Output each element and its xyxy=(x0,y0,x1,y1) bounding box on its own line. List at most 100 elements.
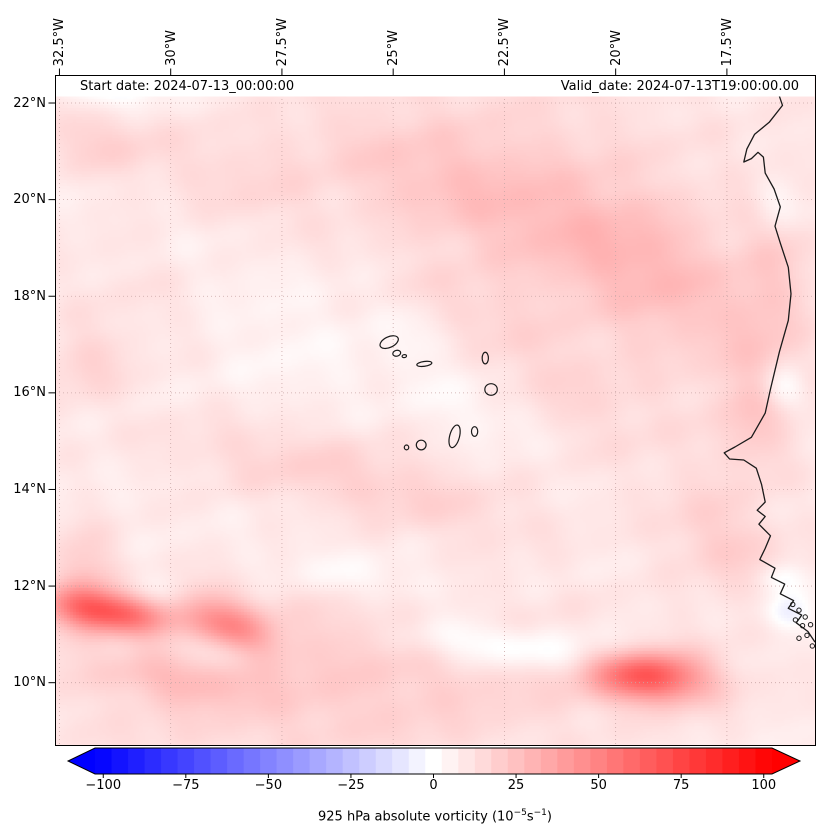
colorbar-segment xyxy=(573,748,591,774)
colorbar-tick-label: 75 xyxy=(672,778,690,793)
colorbar-segment xyxy=(309,748,327,774)
colorbar-tick-label: −25 xyxy=(337,778,365,793)
lon-tick-label: 30°W xyxy=(163,30,179,66)
lon-tick-label: 20°W xyxy=(608,30,624,66)
offshore-islet xyxy=(809,643,816,649)
offshore-islet xyxy=(796,635,802,641)
vorticity-field-map xyxy=(55,75,815,745)
colorbar-segment xyxy=(755,748,773,774)
colorbar-segment xyxy=(722,748,740,774)
colorbar-segment xyxy=(540,748,558,774)
colorbar-right-arrow xyxy=(772,748,800,774)
colorbar-segment xyxy=(128,748,146,774)
colorbar-segment xyxy=(689,748,707,774)
cape-verde-island xyxy=(415,439,427,451)
cape-verde-island xyxy=(416,360,433,368)
cape-verde-island xyxy=(401,354,408,359)
colorbar-segment xyxy=(293,748,311,774)
start-date-label: Start date: 2024-07-13_00:00:00 xyxy=(80,79,295,94)
colorbar-segment xyxy=(260,748,278,774)
cape-verde-island xyxy=(392,349,402,357)
lat-tick-label: 14°N xyxy=(13,481,46,497)
colorbar-segment xyxy=(441,748,459,774)
colorbar-segment xyxy=(375,748,393,774)
colorbar-segment xyxy=(524,748,542,774)
colorbar-segment xyxy=(95,748,113,774)
colorbar-segment xyxy=(227,748,245,774)
colorbar-segment xyxy=(705,748,724,774)
offshore-islet xyxy=(796,607,802,613)
colorbar-segment xyxy=(491,748,509,774)
cape-verde-island xyxy=(379,335,399,350)
colorbar-label-unit: s xyxy=(526,809,534,825)
colorbar-segment xyxy=(194,748,212,774)
lon-tick-label: 17.5°W xyxy=(719,17,735,66)
colorbar-segment xyxy=(606,748,624,774)
colorbar-tick-label: −100 xyxy=(85,778,122,793)
lon-tick-label: 22.5°W xyxy=(497,17,513,66)
colorbar-segment xyxy=(474,748,492,774)
colorbar-label: 925 hPa absolute vorticity (10−5s−1) xyxy=(55,805,815,825)
colorbar-segment xyxy=(144,748,162,774)
cape-verde-island xyxy=(448,424,461,449)
cape-verde-island xyxy=(403,444,410,451)
colorbar-segment xyxy=(111,748,129,774)
colorbar-segment xyxy=(557,748,575,774)
colorbar-segment xyxy=(161,748,179,774)
offshore-islet xyxy=(804,632,810,639)
colorbar-segment xyxy=(177,748,195,774)
colorbar-segment xyxy=(425,748,443,774)
offshore-islet xyxy=(792,617,799,623)
longitude-axis: 32.5°W 30°W 27.5°W 25°W 22.5°W 20°W 17.5°W xyxy=(0,0,837,66)
colorbar-segment xyxy=(210,748,228,774)
lat-tick-label: 22°N xyxy=(13,95,46,111)
colorbar-segment xyxy=(672,748,691,774)
colorbar-segment xyxy=(326,748,344,774)
colorbar-tick-label: 50 xyxy=(590,778,607,793)
colorbar-segment xyxy=(639,748,658,774)
lat-tick-label: 12°N xyxy=(13,578,46,594)
offshore-islet xyxy=(807,622,814,628)
colorbar-segment xyxy=(276,748,294,774)
colorbar-segment xyxy=(507,748,525,774)
title-band xyxy=(55,75,815,97)
colorbar-segment xyxy=(656,748,674,774)
cape-verde-island xyxy=(470,426,479,437)
offshore-islet xyxy=(799,622,806,629)
colorbar-tick-label: −75 xyxy=(172,778,200,793)
offshore-islet xyxy=(802,614,808,620)
cape-verde-island xyxy=(481,351,489,365)
offshore-islet xyxy=(790,601,796,608)
lon-tick-label: 32.5°W xyxy=(52,17,68,66)
plot-border xyxy=(55,75,816,746)
colorbar-outline xyxy=(66,747,802,775)
colorbar-tick-label: 100 xyxy=(751,778,777,793)
lat-tick-label: 18°N xyxy=(13,288,46,304)
colorbar-segment xyxy=(408,748,426,774)
colorbar-label-exponent: −5 xyxy=(513,808,527,818)
colorbar-segment xyxy=(342,748,360,774)
colorbar-tick-label: −50 xyxy=(254,778,283,793)
colorbar-tick-label: 0 xyxy=(429,778,438,793)
valid-date-label: Valid_date: 2024-07-13T19:00:00.00 xyxy=(560,79,799,94)
lon-tick-label: 27.5°W xyxy=(274,17,290,66)
colorbar-left-arrow xyxy=(68,748,95,774)
colorbar-label-exponent: −1 xyxy=(533,808,547,818)
lon-tick-label: 25°W xyxy=(386,30,402,66)
colorbar-label-prefix: 925 hPa absolute vorticity (10 xyxy=(318,809,514,825)
colorbar-tick-label: 25 xyxy=(507,778,525,793)
colorbar-segment xyxy=(243,748,261,774)
colorbar-segment xyxy=(392,748,410,774)
colorbar-segment xyxy=(590,748,608,774)
lat-tick-label: 10°N xyxy=(13,675,46,691)
lat-tick-label: 20°N xyxy=(13,192,46,208)
colorbar-segment xyxy=(738,748,757,774)
colorbar-segment xyxy=(458,748,476,774)
colorbar-label-suffix: ) xyxy=(546,809,552,825)
colorbar-segment xyxy=(623,748,641,774)
africa-coastline xyxy=(723,74,816,643)
colorbar-segment xyxy=(359,748,377,774)
cape-verde-island xyxy=(484,383,498,396)
